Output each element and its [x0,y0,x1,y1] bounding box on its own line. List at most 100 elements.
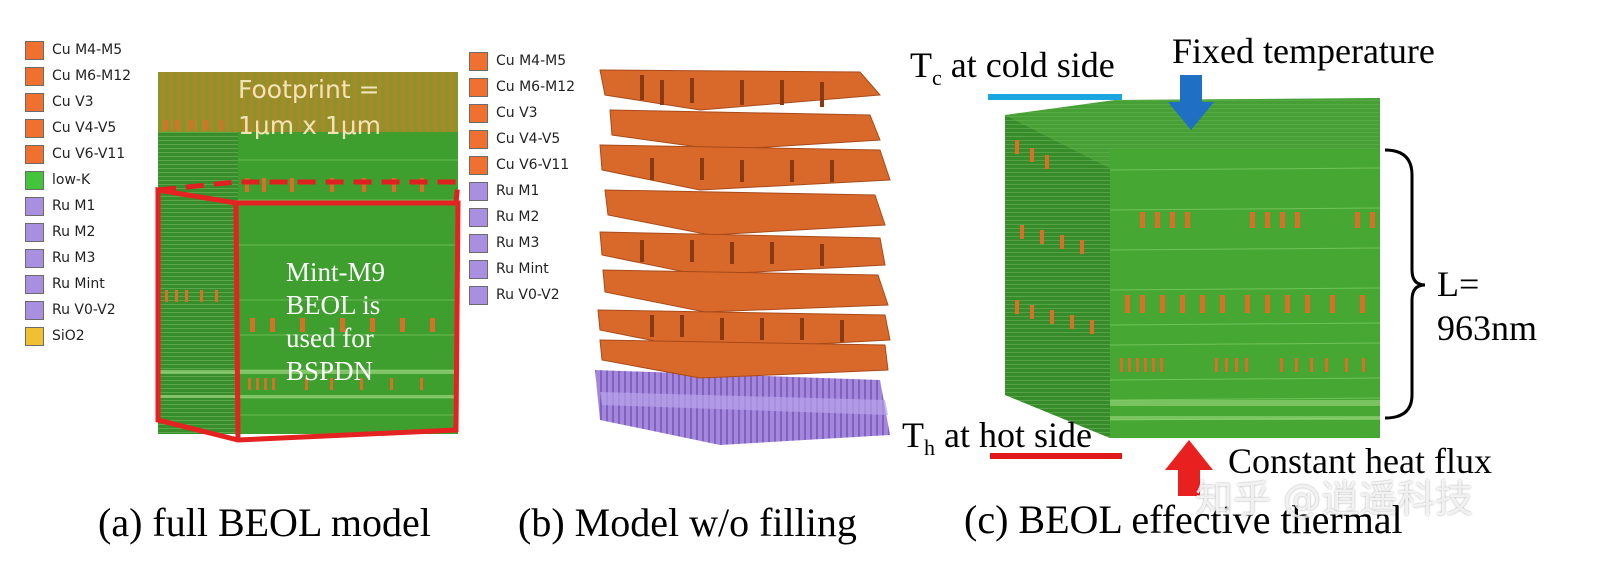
legend-label: Ru M3 [52,250,96,266]
legend-label: Cu M6-M12 [496,79,576,95]
legend-swatch [25,170,44,190]
legend-item: Ru M1 [25,193,131,219]
legend-swatch [25,248,44,268]
legend-swatch [25,40,44,60]
legend-item: Cu M6-M12 [25,63,131,89]
legend-label: Cu V3 [496,105,538,121]
legend-swatch [25,300,44,320]
legend-swatch [25,326,44,346]
hot-side-line [990,453,1122,459]
bspdn-line-3: used for [286,323,374,353]
caption-b: (b) Model w/o filling [518,500,857,545]
legend-item: Cu V6-V11 [469,152,575,178]
caption-a: (a) full BEOL model [98,500,431,545]
legend-swatch [25,222,44,242]
panel-b-legend: Cu M4-M5 Cu M6-M12 Cu V3 Cu V4-V5 Cu V6-V11 R… [469,48,575,308]
th-subscript: h [924,435,935,461]
legend-label: Ru V0-V2 [496,287,560,303]
cube-front-face [1110,150,1380,438]
bspdn-line-4: BSPDN [286,356,374,386]
legend-item: Ru M3 [469,230,575,256]
legend-label: Cu V3 [52,94,94,110]
heat-flux-label: Constant heat flux [1228,441,1492,481]
bspdn-label: Mint-M9 BEOL is used for BSPDN [286,256,385,388]
legend-label: Cu V4-V5 [496,131,561,147]
panel-a-legend: Cu M4-M5 Cu M6-M12 Cu V3 Cu V4-V5 Cu V6-V11 l… [25,37,131,349]
caption-c: (c) BEOL effective thermal [964,497,1403,542]
tc-subscript: c [932,65,942,91]
legend-item: Ru M2 [469,204,575,230]
legend-item: Cu V6-V11 [25,141,131,167]
footprint-line-2: 1μm x 1μm [238,111,382,140]
panel-b-model [595,69,891,445]
legend-label: Ru M2 [496,209,540,225]
legend-swatch [469,51,488,71]
th-text: at hot side [935,415,1092,455]
heat-flux-arrow-icon [1165,440,1213,496]
footprint-label: Footprint = 1μm x 1μm [238,72,381,144]
panel-a-model [155,72,461,443]
length-label: L= 963nm [1437,262,1537,350]
legend-swatch [469,155,488,175]
legend-label: Cu V4-V5 [52,120,117,136]
legend-label: SiO2 [52,328,85,344]
legend-item: Cu M4-M5 [469,48,575,74]
hot-side-label: Th at hot side [902,414,1092,461]
legend-swatch [469,103,488,123]
th-symbol: T [902,415,924,455]
bspdn-line-1: Mint-M9 [286,257,386,287]
legend-label: Ru V0-V2 [52,302,116,318]
legend-label: Cu M4-M5 [496,53,567,69]
legend-item: Ru Mint [25,271,131,297]
legend-label: Ru M1 [496,183,540,199]
legend-item: Cu V4-V5 [469,126,575,152]
fixed-temperature-label: Fixed temperature [1172,31,1435,71]
legend-swatch [25,118,44,138]
legend-swatch [25,196,44,216]
legend-item: Ru M3 [25,245,131,271]
cold-side-line [988,94,1122,100]
legend-swatch [469,285,488,305]
legend-swatch [469,77,488,97]
legend-item: Cu V3 [469,100,575,126]
legend-swatch [25,144,44,164]
legend-swatch [25,66,44,86]
cu-layers [597,69,891,379]
tc-text: at cold side [941,45,1115,85]
legend-item: Cu M6-M12 [469,74,575,100]
fixed-temperature-arrow-icon [1168,75,1214,130]
legend-swatch [469,207,488,227]
legend-label: Cu M4-M5 [52,42,123,58]
legend-label: Cu V6-V11 [52,146,126,162]
legend-swatch [469,233,488,253]
legend-item: Ru M2 [25,219,131,245]
length-line-2: 963nm [1437,308,1538,348]
legend-swatch [469,259,488,279]
footprint-line-1: Footprint = [238,75,380,104]
legend-label: Cu V6-V11 [496,157,570,173]
length-line-1: L= [1437,264,1480,304]
legend-swatch [469,129,488,149]
legend-item: Cu M4-M5 [25,37,131,63]
legend-swatch [25,274,44,294]
legend-label: Ru Mint [496,261,549,277]
legend-item: low-K [25,167,131,193]
legend-item: SiO2 [25,323,131,349]
length-bracket [1384,148,1426,420]
tc-symbol: T [910,45,932,85]
legend-label: Ru M3 [496,235,540,251]
legend-label: Ru M2 [52,224,96,240]
legend-label: Ru Mint [52,276,105,292]
legend-item: Cu V3 [25,89,131,115]
bspdn-line-2: BEOL is [286,290,381,320]
legend-swatch [469,181,488,201]
legend-label: low-K [52,172,91,188]
legend-swatch [25,92,44,112]
cold-side-label: Tc at cold side [910,44,1115,91]
legend-label: Cu M6-M12 [52,68,132,84]
legend-item: Ru V0-V2 [469,282,575,308]
legend-item: Cu V4-V5 [25,115,131,141]
legend-item: Ru M1 [469,178,575,204]
watermark: 知乎 @逍遥科技 [1195,477,1474,521]
